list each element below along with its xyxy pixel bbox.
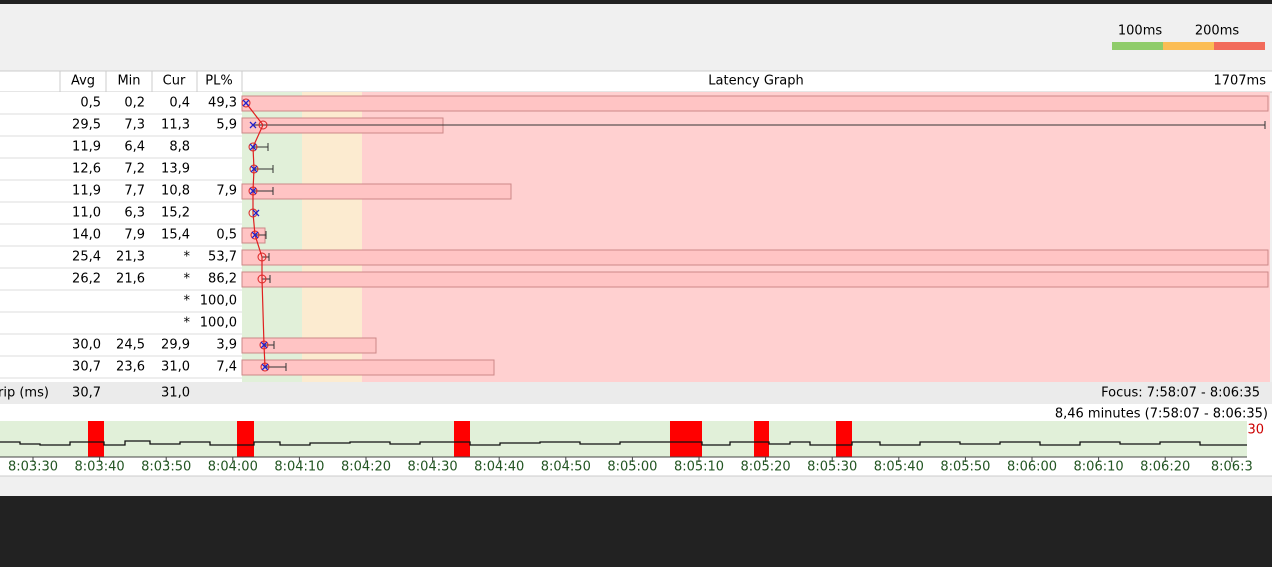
footer-cur: 31,0 — [161, 386, 190, 401]
cell: 15,4 — [161, 228, 190, 243]
cell: 6,4 — [124, 140, 145, 155]
tick-label: 8:06:00 — [1007, 460, 1057, 475]
cell: 25,4 — [72, 250, 101, 265]
legend-label: 100ms — [1118, 24, 1162, 39]
tick-label: 8:05:00 — [607, 460, 657, 475]
cell: 49,3 — [208, 96, 237, 111]
cur-markers — [242, 99, 269, 371]
cell: 14,0 — [72, 228, 101, 243]
cell: 11,3 — [161, 118, 190, 133]
column-header[interactable]: Min — [117, 74, 140, 89]
cell: 7,9 — [216, 184, 237, 199]
cell: 7,7 — [124, 184, 145, 199]
footer-avg: 30,7 — [72, 386, 101, 401]
zone-bad — [362, 92, 1270, 382]
tick-label: 8:05:10 — [674, 460, 724, 475]
cell: 0,5 — [216, 228, 237, 243]
cell: * — [184, 294, 191, 309]
tick-label: 8:05:50 — [940, 460, 990, 475]
graph-max: 1707ms — [1213, 74, 1266, 89]
cell: 21,6 — [116, 272, 145, 287]
cell: 100,0 — [200, 294, 237, 309]
app-window: 100ms 200ms Avg Min Cur PL% Latency Grap… — [0, 4, 1272, 496]
timeline-band — [0, 421, 1247, 457]
footer-label: rip (ms) — [0, 386, 49, 401]
focus-range: Focus: 7:58:07 - 8:06:35 — [1101, 386, 1260, 401]
main-view: 100ms 200ms Avg Min Cur PL% Latency Grap… — [0, 24, 1272, 477]
cell: 0,5 — [80, 96, 101, 111]
cell: 29,5 — [72, 118, 101, 133]
loss-events — [88, 421, 852, 457]
tick-label: 8:04:50 — [541, 460, 591, 475]
cell: 3,9 — [216, 338, 237, 353]
tick-label: 8:06:10 — [1074, 460, 1124, 475]
cell: 13,9 — [161, 162, 190, 177]
cell: 26,2 — [72, 272, 101, 287]
cell: * — [184, 316, 191, 331]
cell: 86,2 — [208, 272, 237, 287]
cell: 21,3 — [116, 250, 145, 265]
cell: 23,6 — [116, 360, 145, 375]
tick-label: 8:04:10 — [274, 460, 324, 475]
legend-red — [1214, 42, 1265, 50]
header-row — [0, 71, 1272, 92]
tick-label: 8:04:30 — [408, 460, 458, 475]
time-ticks: 8:03:30 8:03:40 8:03:50 8:04:00 8:04:10 8:04:… — [8, 457, 1253, 475]
legend-green — [1112, 42, 1163, 50]
legend-orange — [1163, 42, 1214, 50]
timeline-summary: 8,46 minutes (7:58:07 - 8:06:35) — [1055, 407, 1268, 422]
cell: 0,4 — [169, 96, 190, 111]
tick-label: 8:06:20 — [1140, 460, 1190, 475]
cell: 15,2 — [161, 206, 190, 221]
cell: 10,8 — [161, 184, 190, 199]
column-header[interactable]: Cur — [163, 74, 186, 89]
cell: * — [184, 250, 191, 265]
timeline-max: 30 — [1247, 423, 1264, 438]
legend-label: 200ms — [1195, 24, 1239, 39]
avg-markers — [241, 98, 270, 372]
cell: 5,9 — [216, 118, 237, 133]
cell: 53,7 — [208, 250, 237, 265]
cell: 7,9 — [124, 228, 145, 243]
loss-bars — [241, 95, 1269, 376]
latency-trace — [0, 440, 1247, 446]
tick-label: 8:05:40 — [874, 460, 924, 475]
cell: 11,0 — [72, 206, 101, 221]
cell: 11,9 — [72, 184, 101, 199]
cell: 7,3 — [124, 118, 145, 133]
cell: 11,9 — [72, 140, 101, 155]
cell: 24,5 — [116, 338, 145, 353]
cell: 8,8 — [169, 140, 190, 155]
cell: 31,0 — [161, 360, 190, 375]
tick-label: 8:03:40 — [75, 460, 125, 475]
zone-warn — [302, 92, 362, 382]
tick-label: 8:05:20 — [741, 460, 791, 475]
column-header[interactable]: Avg — [71, 74, 95, 89]
cell: 29,9 — [161, 338, 190, 353]
cell: 7,2 — [124, 162, 145, 177]
column-header[interactable]: PL% — [205, 74, 232, 89]
footer-row — [0, 382, 1272, 404]
cell: 0,2 — [124, 96, 145, 111]
tick-label: 8:05:30 — [807, 460, 857, 475]
tick-label: 8:03:50 — [141, 460, 191, 475]
cell: 30,0 — [72, 338, 101, 353]
tick-label: 8:04:00 — [208, 460, 258, 475]
cell: * — [184, 272, 191, 287]
cell: 6,3 — [124, 206, 145, 221]
latency-line — [245, 102, 266, 368]
cell: 30,7 — [72, 360, 101, 375]
graph-title: Latency Graph — [708, 74, 803, 89]
cell: 100,0 — [200, 316, 237, 331]
tick-label: 8:04:40 — [474, 460, 524, 475]
tick-label: 8:06:3 — [1211, 460, 1253, 475]
tick-label: 8:03:30 — [8, 460, 58, 475]
cell: 12,6 — [72, 162, 101, 177]
cell: 7,4 — [216, 360, 237, 375]
tick-label: 8:04:20 — [341, 460, 391, 475]
table-rows: 0,5 0,2 0,4 49,3 29,5 7,3 11,3 5,9 11,9 6,4 8,8 12,… — [0, 96, 242, 379]
